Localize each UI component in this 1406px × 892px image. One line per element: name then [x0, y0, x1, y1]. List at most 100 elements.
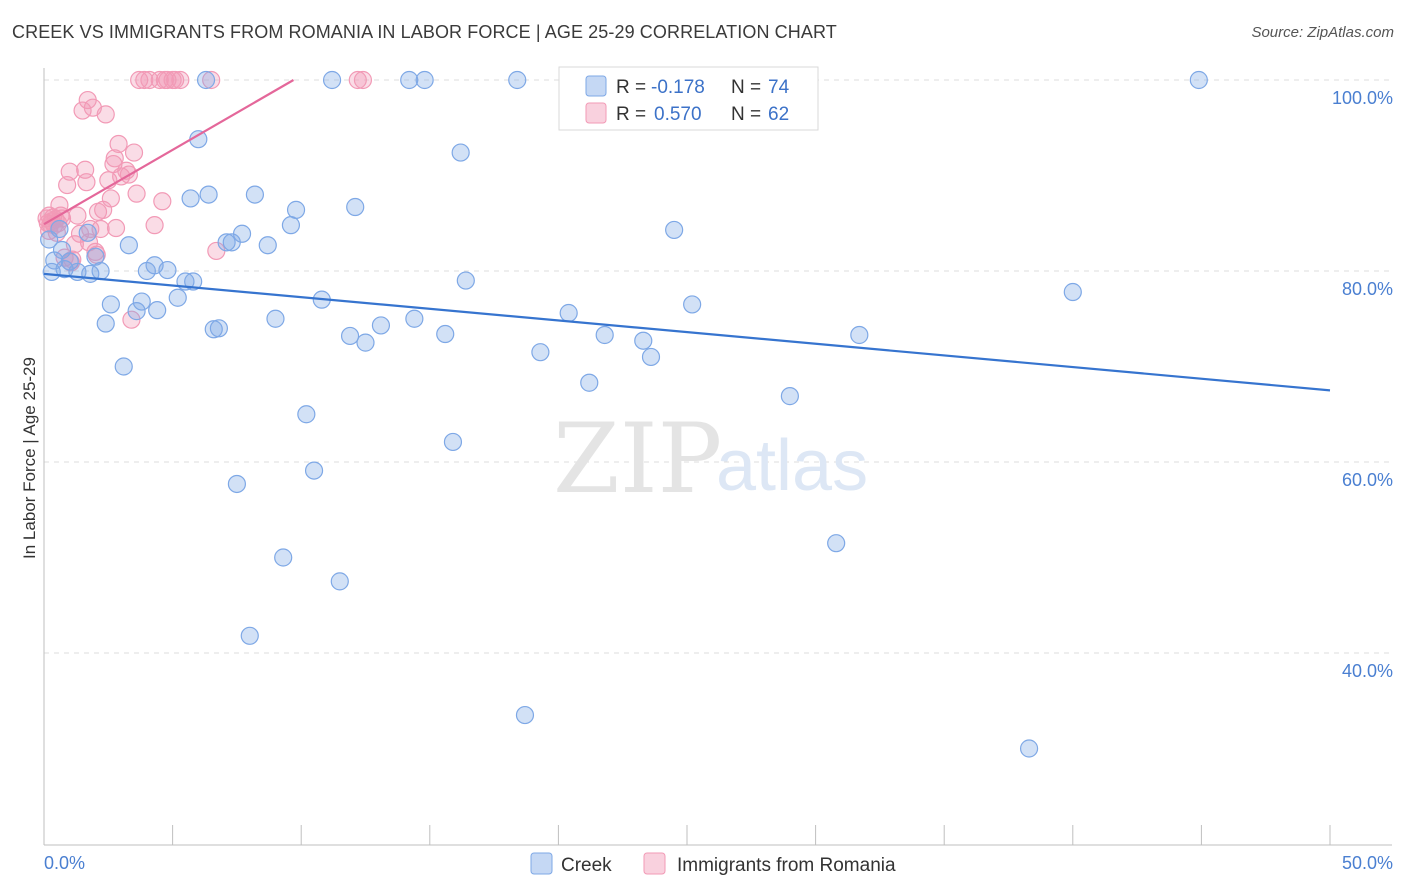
creek-point [405, 309, 424, 328]
creek-point [286, 200, 306, 219]
romania-point [127, 184, 146, 203]
creek-point [456, 271, 475, 290]
creek-point [184, 272, 203, 291]
creek-point [356, 333, 375, 352]
bottom-legend-swatch-creek [530, 852, 553, 875]
bottom-legend-romania: Immigrants from Romania [677, 855, 896, 876]
creek-point [232, 224, 252, 243]
x-tick-label: 50.0% [1342, 853, 1393, 873]
romania-point [106, 218, 126, 238]
creek-point [217, 233, 236, 252]
stats-legend: R = -0.178 N = 74 R = 0.570 N = 62 [558, 66, 819, 131]
legend-n-label-creek: N = [731, 77, 761, 98]
romania-point [140, 70, 159, 90]
creek-point [266, 309, 285, 328]
romania-point [150, 70, 169, 90]
trend-lines [43, 79, 1331, 392]
creek-point [780, 387, 799, 406]
creek-point [508, 70, 527, 90]
creek-point [274, 548, 293, 567]
axes [43, 68, 1392, 846]
creek-point [415, 70, 434, 90]
creek-point [531, 343, 550, 362]
romania-point [122, 310, 141, 329]
creek-point [78, 223, 97, 242]
creek-point [258, 236, 277, 255]
romania-point [158, 70, 177, 90]
romania-point [96, 105, 115, 124]
romania-point [130, 70, 149, 90]
creek-point [665, 220, 684, 240]
creek-point [227, 474, 246, 494]
y-tick-label: 80.0% [1342, 279, 1393, 299]
creek-point [204, 320, 223, 339]
romania-point [124, 143, 144, 162]
creek-point [297, 405, 316, 424]
romania-point [77, 173, 96, 192]
creek-point [1063, 282, 1082, 302]
creek-point [119, 236, 138, 255]
legend-r-label-romania: R = [616, 104, 646, 125]
creek-point [281, 216, 301, 235]
creek-point [436, 324, 455, 344]
romania-point [105, 149, 124, 168]
creek-point [158, 260, 177, 280]
creek-point [304, 461, 324, 480]
series-legend: Creek Immigrants from Romania [530, 852, 896, 876]
stats-legend-box [558, 66, 819, 131]
creek-point [634, 331, 653, 350]
creek-point [451, 143, 470, 162]
creek-point [515, 705, 535, 725]
x-tick-label: 0.0% [44, 853, 85, 873]
creek-point [127, 302, 146, 321]
creek-point [86, 247, 105, 266]
creek-point [181, 189, 200, 208]
romania-point [348, 70, 367, 90]
legend-r-label-creek: R = [616, 77, 646, 98]
creek-point [240, 626, 259, 645]
creek-point [641, 347, 661, 367]
legend-n-value-romania: 62 [768, 104, 789, 125]
creek-point [340, 326, 360, 346]
creek-point [42, 262, 61, 282]
romania-point [145, 216, 164, 235]
romania-point [73, 101, 92, 120]
creek-point [245, 185, 265, 204]
creek-point [443, 432, 463, 452]
creek-point [580, 373, 599, 392]
bottom-legend-swatch-romania [643, 852, 666, 875]
romania-point [60, 162, 79, 181]
creek-point [81, 264, 100, 283]
creek-point [322, 70, 342, 90]
creek-point [96, 314, 115, 333]
bottom-legend-creek: Creek [561, 855, 612, 876]
creek-trend-line [43, 272, 1331, 392]
romania-point [58, 175, 77, 195]
gridlines [44, 79, 1392, 654]
romania-point [353, 70, 373, 90]
creek-point [683, 295, 702, 314]
creek-point [50, 219, 69, 239]
creek-point [1019, 739, 1039, 758]
creek-point [346, 197, 365, 217]
creek-point [148, 301, 167, 320]
y-tick-label: 60.0% [1342, 470, 1393, 490]
legend-n-value-creek: 74 [768, 77, 790, 98]
creek-point [199, 185, 218, 204]
creek-point [101, 295, 120, 314]
romania-point [109, 134, 128, 154]
romania-point [101, 189, 120, 208]
legend-swatch-romania [585, 102, 607, 124]
romania-point [202, 70, 221, 90]
creek-point [132, 292, 151, 311]
creek-point [1189, 70, 1208, 90]
creek-point [400, 70, 419, 90]
legend-swatch-creek [585, 75, 607, 97]
watermark-atlas: atlas [716, 426, 868, 506]
legend-r-value-creek: -0.178 [651, 77, 705, 98]
creek-points [40, 70, 1208, 758]
romania-point [171, 70, 190, 90]
legend-r-value-romania: 0.570 [654, 104, 702, 125]
chart-title: CREEK VS IMMIGRANTS FROM ROMANIA IN LABO… [12, 22, 837, 42]
